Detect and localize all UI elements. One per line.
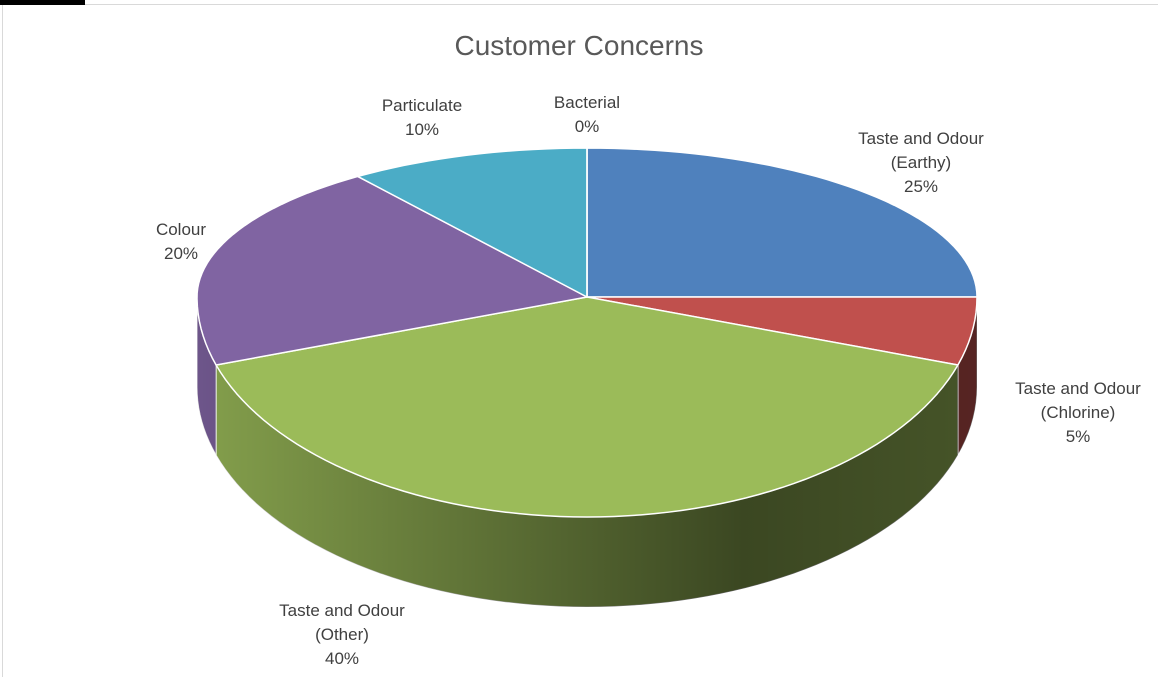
slice-shade [197,297,217,455]
value-label: 5% [1065,427,1091,446]
value-label: 10% [404,120,440,139]
category-label: Taste and Odour (Other) [279,601,405,644]
data-label: Bacterial 0% [512,91,662,139]
data-label: Taste and Odour (Other) 40% [267,599,417,671]
data-label: Particulate 10% [347,94,497,142]
slice-shade [957,297,977,455]
category-label: Taste and Odour (Earthy) [858,129,984,172]
slice [586,296,978,366]
category-label: Particulate [381,96,463,115]
value-label: 20% [163,244,199,263]
category-label: Taste and Odour (Chlorine) [1015,379,1141,422]
data-label: Taste and Odour (Chlorine) 5% [1003,377,1153,449]
pie-tops [196,147,978,518]
category-label: Bacterial [553,93,621,112]
data-label: Colour 20% [106,218,256,266]
chart-title: Customer Concerns [454,30,704,61]
slice-shade [216,364,958,607]
data-label: Taste and Odour (Earthy) 25% [846,127,996,199]
corner-bar [0,0,85,5]
value-label: 25% [903,177,939,196]
pie-sides [196,296,978,608]
value-label: 40% [324,649,360,668]
value-label: 0% [574,117,600,136]
category-label: Colour [155,220,207,239]
slice [357,147,588,298]
slice [215,296,959,518]
slice [196,175,588,366]
slice [586,147,978,298]
